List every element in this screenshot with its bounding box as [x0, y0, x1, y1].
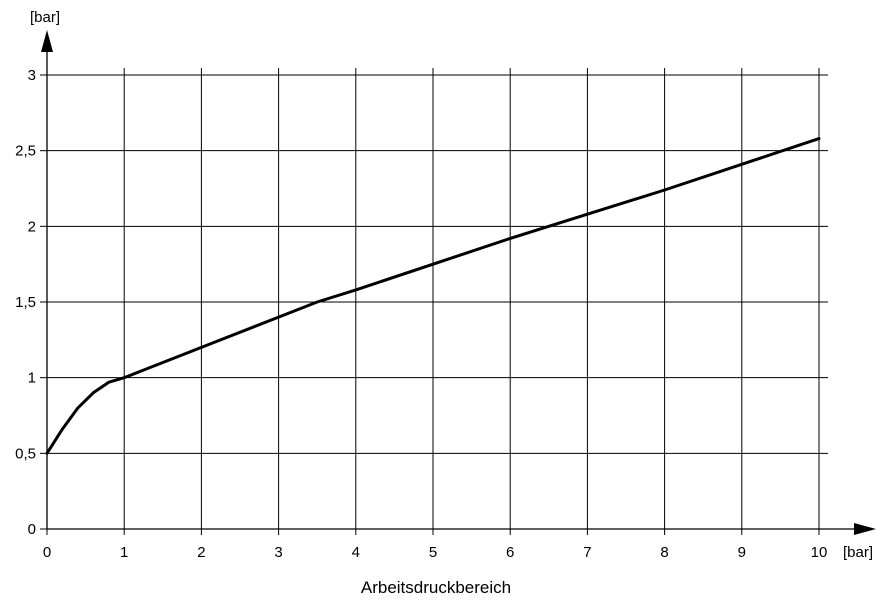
x-tick-label-1: 1 — [120, 544, 128, 561]
y-axis-arrow — [41, 30, 53, 52]
y-tick-label-5: 2,5 — [15, 143, 36, 160]
x-tick-label-8: 8 — [660, 544, 668, 561]
grid — [47, 68, 828, 529]
y-tick-label-3: 1,5 — [15, 294, 36, 311]
tick-labels: 0 0,5 1 1,5 2 2,5 3 0 1 2 3 4 5 6 7 8 9 10 — [15, 67, 827, 561]
y-axis-unit: [bar] — [30, 9, 60, 26]
y-tick-label-4: 2 — [28, 218, 36, 235]
y-tick-label-6: 3 — [28, 67, 36, 84]
series-line-0 — [45, 137, 821, 455]
x-tick-label-6: 6 — [506, 544, 514, 561]
x-tick-label-2: 2 — [197, 544, 205, 561]
x-tick-label-4: 4 — [352, 544, 360, 561]
x-tick-label-7: 7 — [583, 544, 591, 561]
series-layer — [45, 137, 821, 455]
y-tick-label-1: 0,5 — [15, 445, 36, 462]
x-tick-label-9: 9 — [738, 544, 746, 561]
x-tick-label-5: 5 — [429, 544, 437, 561]
x-tick-label-3: 3 — [274, 544, 282, 561]
x-axis-label: Arbeitsdruckbereich — [361, 578, 511, 597]
x-axis-arrow — [854, 523, 876, 535]
x-tick-label-0: 0 — [43, 544, 51, 561]
axes — [40, 30, 876, 535]
y-tick-label-0: 0 — [28, 521, 36, 538]
y-tick-label-2: 1 — [28, 370, 36, 387]
x-tick-label-10: 10 — [811, 544, 828, 561]
x-axis-unit: [bar] — [843, 544, 873, 561]
